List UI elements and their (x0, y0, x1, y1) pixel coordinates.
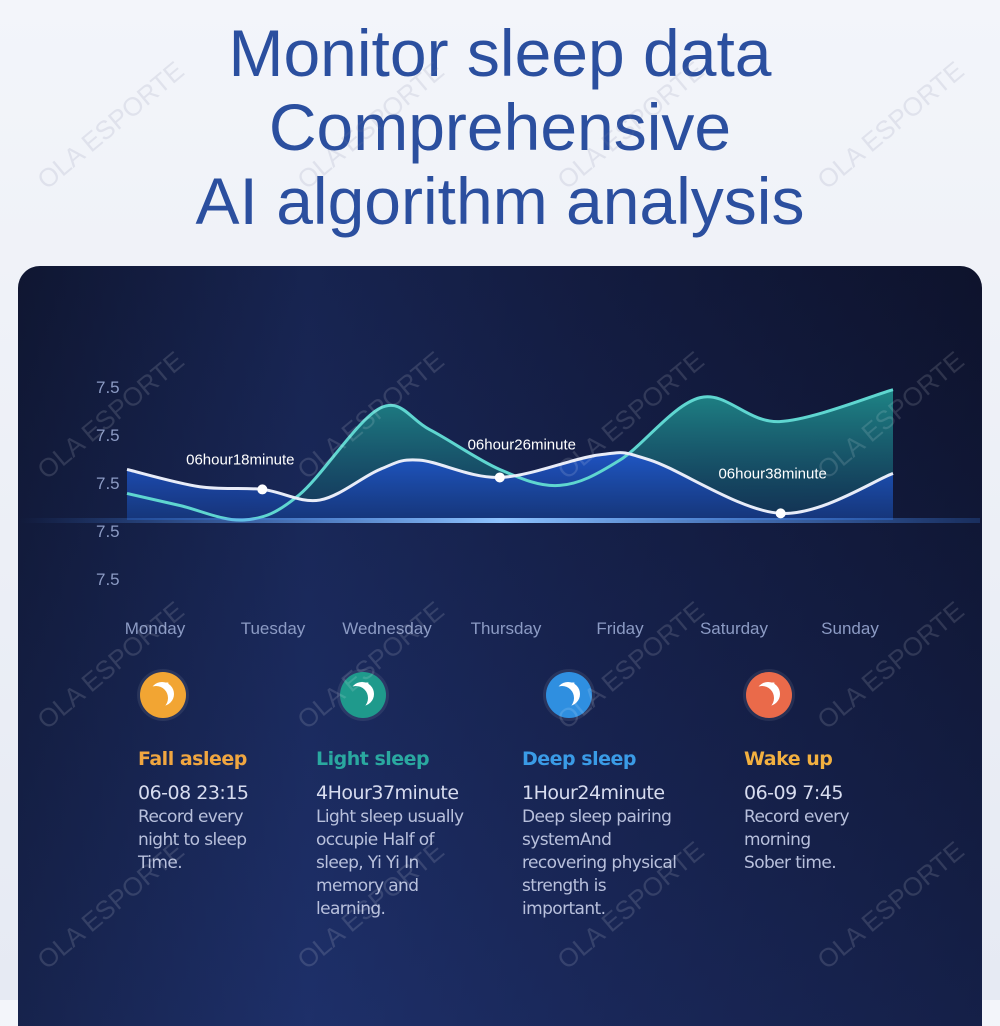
moon-sleep-icon: z (340, 672, 386, 718)
stage-description: Record every night to sleep Time. (138, 807, 247, 873)
stage-value: 4Hour37minute (316, 782, 459, 804)
stage-description: Deep sleep pairing systemAnd recovering … (522, 807, 677, 919)
headline: Monitor sleep data Comprehensive AI algo… (0, 16, 1000, 238)
sleep-stage-card: z Deep sleep 1Hour24minute Deep sleep pa… (522, 672, 722, 921)
stage-label: Light sleep (316, 748, 430, 770)
annotation-label: 06hour18minute (186, 451, 294, 468)
dark-panel (18, 266, 982, 1026)
annotation-label: 06hour26minute (468, 436, 576, 453)
moon-sleep-icon: z (546, 672, 592, 718)
white-series-line (126, 451, 894, 515)
moon-sleep-icon: z (140, 672, 186, 718)
y-tick-label: 7.5 (96, 522, 120, 541)
annotation-marker (775, 508, 786, 519)
stage-value: 06-08 23:15 (138, 782, 249, 804)
x-tick-label: Saturday (700, 619, 769, 638)
stage-description: Record every morning Sober time. (744, 807, 850, 873)
y-tick-label: 7.5 (96, 426, 120, 445)
x-tick-label: Sunday (821, 619, 879, 638)
sleep-chart: 7.5 7.5 7.5 7.5 7.5 Monday Tuesday Wednesday Th… (20, 378, 980, 638)
headline-line-3: AI algorithm analysis (195, 164, 805, 238)
x-tick-label: Friday (596, 619, 644, 638)
stage-label: Deep sleep (522, 748, 636, 770)
stage-label: Wake up (744, 748, 833, 770)
x-tick-label: Tuesday (241, 619, 306, 638)
stage-value: 1Hour24minute (522, 782, 665, 804)
y-tick-label: 7.5 (96, 378, 120, 397)
sleep-stage-card: z Fall asleep 06-08 23:15 Record every n… (138, 672, 338, 875)
headline-line-2: Comprehensive (268, 90, 732, 164)
white-series-area (127, 452, 893, 520)
sleep-stage-card: z Light sleep 4Hour37minute Light sleep … (316, 672, 516, 921)
moon-sleep-icon: z (746, 672, 792, 718)
headline-line-1: Monitor sleep data (228, 16, 772, 90)
annotation-marker (257, 484, 268, 495)
annotation-label: 06hour38minute (718, 465, 826, 482)
stage-value: 06-09 7:45 (744, 782, 843, 804)
x-tick-label: Monday (125, 619, 186, 638)
stage-label: Fall asleep (138, 748, 247, 770)
sleep-stage-card: z Wake up 06-09 7:45 Record every mornin… (744, 672, 944, 875)
x-tick-label: Wednesday (342, 619, 432, 638)
annotation-marker (494, 472, 505, 483)
baseline-glow (20, 518, 980, 523)
y-tick-label: 7.5 (96, 570, 120, 589)
y-tick-label: 7.5 (96, 474, 120, 493)
stage-description: Light sleep usually occupie Half of slee… (316, 807, 464, 919)
x-tick-label: Thursday (471, 619, 542, 638)
